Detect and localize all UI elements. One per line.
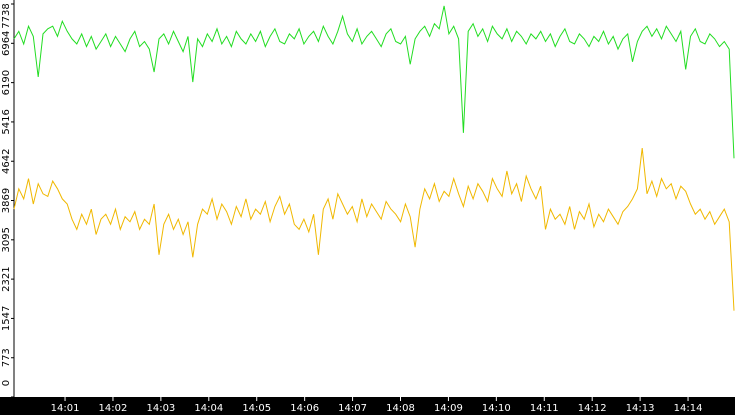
- x-tick-label: 14:06: [290, 403, 319, 414]
- x-tick-label: 14:02: [99, 403, 128, 414]
- y-tick-label: 6190: [1, 70, 12, 95]
- x-tick-label: 14:14: [674, 403, 703, 414]
- x-tick-label: 14:04: [194, 403, 223, 414]
- x-tick-label: 14:07: [338, 403, 367, 414]
- x-tick-label: 14:01: [51, 403, 80, 414]
- y-tick-label: 773: [1, 348, 12, 367]
- y-tick-label: 0: [1, 380, 12, 386]
- x-tick-label: 14:13: [626, 403, 655, 414]
- x-tick-label: 14:03: [146, 403, 175, 414]
- series-line: [13, 148, 735, 311]
- y-tick-label: 1547: [1, 306, 12, 331]
- y-tick-label: 7738: [1, 3, 12, 28]
- y-tick-label: 3869: [1, 188, 12, 213]
- x-tick-label: 14:12: [578, 403, 607, 414]
- x-axis-bar: [0, 397, 735, 415]
- y-tick-label: 6964: [1, 31, 12, 56]
- series-line: [13, 5, 735, 159]
- x-tick-label: 14:05: [242, 403, 271, 414]
- y-tick-label: 3095: [1, 227, 12, 252]
- x-tick-label: 14:09: [434, 403, 463, 414]
- y-tick-label: 5416: [1, 109, 12, 134]
- x-tick-label: 14:10: [482, 403, 511, 414]
- y-tick-label: 2321: [1, 266, 12, 291]
- y-tick-label: 4642: [1, 149, 12, 174]
- x-tick-label: 14:11: [530, 403, 559, 414]
- x-tick-label: 14:08: [386, 403, 415, 414]
